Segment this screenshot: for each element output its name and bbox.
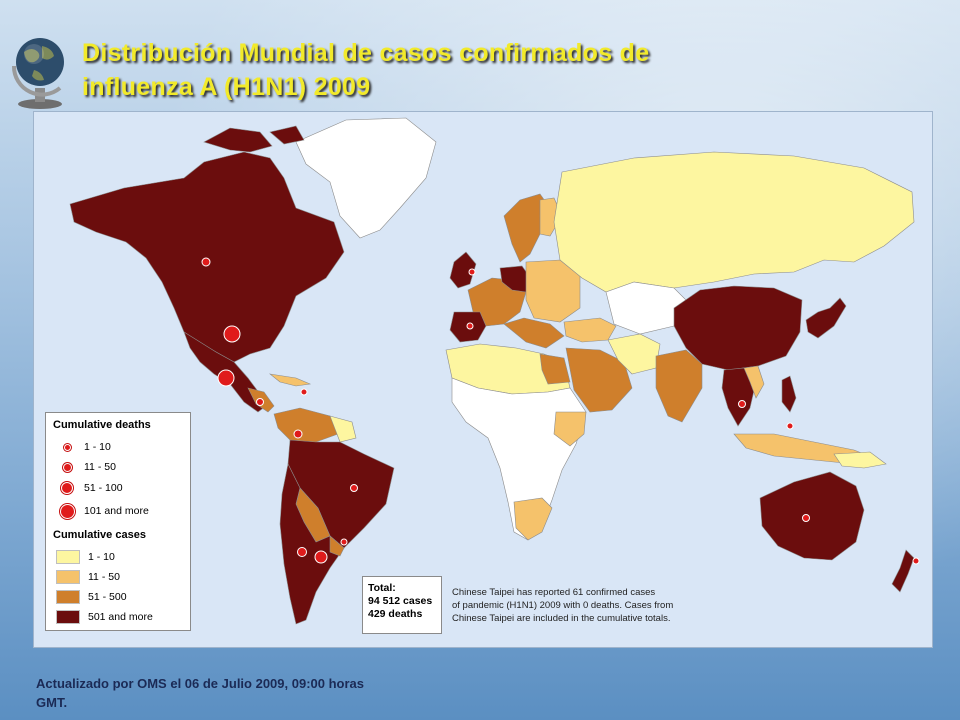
legend-cases-row: 11 - 50 — [56, 569, 120, 585]
legend-deaths-title: Cumulative deaths — [53, 419, 151, 431]
death-marker-mexico — [217, 369, 235, 387]
legend-deaths-label: 101 and more — [84, 505, 149, 517]
death-marker-icon — [61, 482, 73, 494]
legend-cases-label: 501 and more — [88, 611, 153, 623]
total-cases: 94 512 cases — [368, 595, 433, 607]
legend-cases-row: 1 - 10 — [56, 549, 115, 565]
arabia — [565, 347, 633, 413]
total-title: Total: — [368, 582, 396, 594]
southern-africa — [513, 497, 553, 541]
globe-icon — [11, 38, 64, 109]
turkey-caucasus — [563, 317, 617, 343]
philippines — [781, 375, 797, 413]
legend-swatch — [56, 570, 80, 584]
death-marker-icon — [63, 443, 71, 451]
north-america — [69, 151, 345, 363]
legend-deaths-label: 11 - 50 — [84, 461, 116, 473]
world-map: Cumulative deaths 1 - 10 11 - 50 51 - 10… — [33, 111, 933, 648]
arctic-islands — [203, 125, 305, 153]
map-legend: Cumulative deaths 1 - 10 11 - 50 51 - 10… — [45, 412, 191, 631]
taipei-note: Chinese Taipei has reported 61 confirmed… — [452, 586, 722, 625]
death-marker-philippines — [786, 422, 794, 430]
legend-swatch — [56, 610, 80, 624]
legend-deaths-row: 11 - 50 — [56, 459, 116, 475]
death-marker-icon — [62, 462, 72, 472]
death-marker-australia — [802, 514, 810, 522]
death-marker-argentina — [314, 550, 328, 564]
legend-deaths-row: 1 - 10 — [56, 439, 111, 455]
death-marker-canada — [201, 257, 211, 267]
uruguay — [329, 535, 345, 557]
italy-balkans — [503, 317, 565, 349]
china — [673, 285, 803, 371]
chile-argentina — [279, 463, 345, 625]
death-marker-spain — [466, 322, 474, 330]
note-line-3: Chinese Taipei are included in the cumul… — [452, 613, 671, 624]
legend-cases-row: 51 - 500 — [56, 589, 127, 605]
note-line-1: Chinese Taipei has reported 61 confirmed… — [452, 587, 656, 598]
total-deaths: 429 deaths — [368, 608, 423, 620]
death-marker-uk — [468, 268, 476, 276]
death-marker-colombia — [293, 429, 303, 439]
death-marker-thailand — [738, 400, 746, 408]
title-line-2: influenza A (H1N1) 2009 — [82, 73, 371, 101]
greenland — [295, 117, 437, 239]
death-marker-new-zealand — [912, 557, 920, 565]
legend-deaths-row: 101 and more — [56, 503, 149, 519]
death-marker-icon — [59, 503, 75, 519]
slide-title: Distribución Mundial de casos confirmado… — [82, 36, 862, 104]
guianas — [329, 415, 357, 443]
legend-deaths-label: 1 - 10 — [84, 441, 111, 453]
world-map-svg — [69, 117, 920, 625]
india — [655, 349, 703, 423]
legend-deaths-row: 51 - 100 — [56, 480, 123, 496]
footer-line-2: GMT. — [36, 695, 68, 710]
death-marker-paraguay — [340, 538, 348, 546]
vietnam-laos — [743, 365, 765, 399]
title-line-1: Distribución Mundial de casos confirmado… — [82, 39, 650, 67]
death-marker-caribbean — [300, 388, 308, 396]
legend-cases-label: 51 - 500 — [88, 591, 127, 603]
note-line-2: of pandemic (H1N1) 2009 with 0 deaths. C… — [452, 600, 674, 611]
venezuela-colombia — [273, 407, 339, 443]
death-marker-brazil — [350, 484, 358, 492]
legend-deaths-label: 51 - 100 — [84, 482, 123, 494]
death-marker-central-america — [256, 398, 264, 406]
ethiopia-kenya — [553, 411, 587, 447]
legend-swatch — [56, 590, 80, 604]
australia — [759, 471, 865, 561]
legend-cases-title: Cumulative cases — [53, 529, 146, 541]
total-box: Total: 94 512 cases 429 deaths — [362, 576, 442, 634]
legend-cases-label: 1 - 10 — [88, 551, 115, 563]
death-marker-usa — [223, 325, 241, 343]
legend-swatch — [56, 550, 80, 564]
footer-line-1: Actualizado por OMS el 06 de Julio 2009,… — [36, 676, 365, 691]
legend-cases-label: 11 - 50 — [88, 571, 120, 583]
caribbean — [268, 373, 312, 387]
death-marker-chile — [297, 547, 307, 557]
uk-ireland — [449, 251, 477, 289]
update-footer: Actualizado por OMS el 06 de Julio 2009,… — [36, 674, 476, 712]
russia — [553, 151, 915, 293]
egypt — [539, 353, 571, 385]
korea-japan — [805, 297, 847, 339]
papua — [833, 451, 887, 469]
legend-cases-row: 501 and more — [56, 609, 153, 625]
new-zealand — [891, 549, 915, 593]
